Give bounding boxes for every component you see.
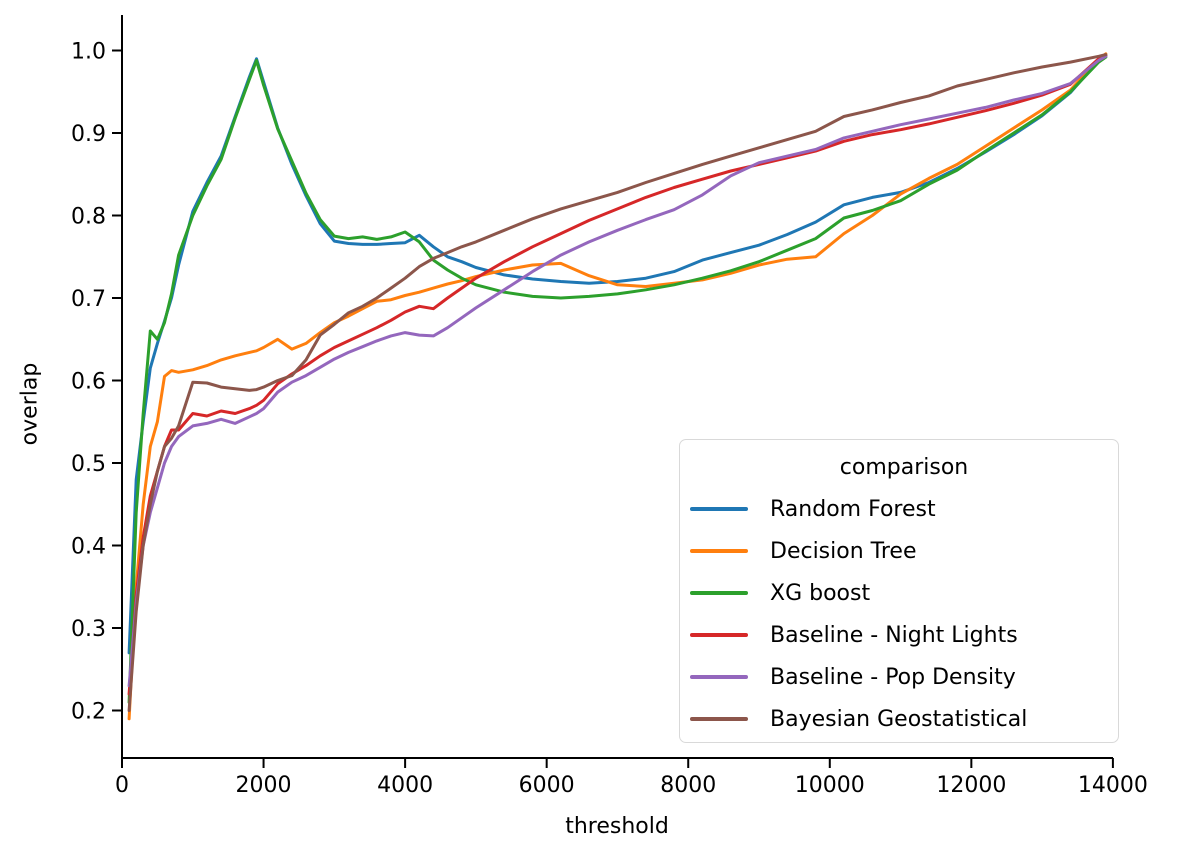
legend-box: comparison Random Forest Decision Tree X… — [679, 439, 1119, 743]
x-tick-label: 10000 — [795, 773, 865, 798]
legend-label: Decision Tree — [770, 538, 917, 564]
y-tick-label: 0.9 — [71, 122, 106, 147]
y-axis-label: overlap — [17, 362, 43, 446]
y-tick-label: 0.6 — [71, 370, 106, 395]
legend-item-decision-tree: Decision Tree — [690, 530, 1118, 572]
legend-swatch-xg-boost — [690, 591, 748, 595]
series-line-random-forest — [127, 54, 1108, 655]
x-tick-label: 2000 — [236, 773, 292, 798]
y-tick-label: 0.5 — [71, 452, 106, 477]
legend-item-baseline-pop-density: Baseline - Pop Density — [690, 656, 1118, 698]
legend-swatch-bayesian-geostatistical — [690, 717, 748, 721]
series-line-bayesian-geostatistical — [127, 53, 1108, 712]
x-tick-label: 6000 — [519, 773, 575, 798]
series-line-baseline-night-lights — [127, 54, 1108, 696]
legend-item-baseline-night-lights: Baseline - Night Lights — [690, 614, 1118, 656]
legend-swatch-decision-tree — [690, 549, 748, 553]
y-tick-label: 0.4 — [71, 535, 106, 560]
legend-title: comparison — [839, 455, 969, 480]
y-tick-label: 0.3 — [71, 617, 106, 642]
legend-label: Baseline - Pop Density — [770, 664, 1016, 690]
legend-swatch-baseline-pop-density — [690, 675, 748, 679]
y-tick-label: 0.8 — [71, 205, 106, 230]
legend-swatch-baseline-night-lights — [690, 633, 748, 637]
legend-label: Bayesian Geostatistical — [770, 706, 1028, 732]
x-tick-label: 8000 — [660, 773, 716, 798]
x-tick-label: 14000 — [1078, 773, 1148, 798]
legend-item-random-forest: Random Forest — [690, 488, 1118, 530]
x-tick-label: 12000 — [936, 773, 1006, 798]
legend-item-xg-boost: XG boost — [690, 572, 1118, 614]
legend-label: Random Forest — [770, 496, 936, 522]
x-axis-label: threshold — [565, 814, 669, 839]
legend-item-bayesian-geostatistical: Bayesian Geostatistical — [690, 698, 1118, 740]
x-tick-label: 0 — [115, 773, 129, 798]
series-line-baseline-pop-density — [127, 54, 1108, 688]
legend-label: Baseline - Night Lights — [770, 622, 1018, 648]
y-tick-label: 1.0 — [71, 40, 106, 65]
y-tick-label: 0.7 — [71, 287, 106, 312]
legend-swatch-random-forest — [690, 507, 748, 511]
y-tick-label: 0.2 — [71, 700, 106, 725]
x-tick-label: 4000 — [377, 773, 433, 798]
legend-label: XG boost — [770, 580, 871, 606]
